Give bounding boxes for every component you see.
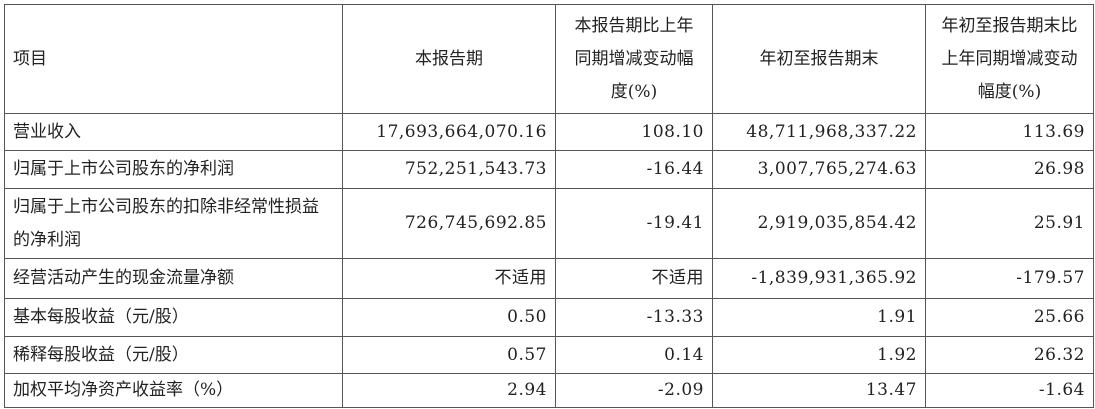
- current-period-value: 0.57: [342, 336, 556, 374]
- table-row: 归属于上市公司股东的净利润 752,251,543.73 -16.44 3,007,7…: [4, 150, 1094, 189]
- table-row: 营业收入 17,693,664,070.16 108.10 48,711,968,33…: [4, 113, 1094, 151]
- ytd-change-value: 26.98: [925, 150, 1094, 189]
- current-period-value: 2.94: [342, 373, 556, 408]
- table-row: 经营活动产生的现金流量净额 不适用 不适用 -1,839,931,365.92 -179…: [4, 258, 1094, 299]
- current-period-value: 17,693,664,070.16: [342, 113, 556, 151]
- financial-data-table: 项目 本报告期 本报告期比上年同期增减变动幅度(%) 年初至报告期末 年初至报告…: [4, 4, 1094, 408]
- table-row: 加权平均净资产收益率（%） 2.94 -2.09 13.47 -1.64: [4, 373, 1094, 408]
- row-label: 归属于上市公司股东的净利润: [4, 150, 343, 189]
- ytd-value: 13.47: [712, 373, 926, 408]
- header-row: 项目 本报告期 本报告期比上年同期增减变动幅度(%) 年初至报告期末 年初至报告…: [4, 4, 1094, 114]
- current-period-value: 726,745,692.85: [342, 188, 556, 259]
- current-period-value: 752,251,543.73: [342, 150, 556, 189]
- current-change-value: 108.10: [555, 113, 713, 151]
- ytd-change-value: 25.66: [925, 298, 1094, 337]
- table-row: 基本每股收益（元/股） 0.50 -13.33 1.91 25.66: [4, 298, 1094, 337]
- current-change-value: -16.44: [555, 150, 713, 189]
- table-row: 归属于上市公司股东的扣除非经常性损益的净利润 726,745,692.85 -19.…: [4, 188, 1094, 259]
- header-item: 项目: [4, 4, 343, 114]
- current-change-value: 不适用: [555, 258, 713, 299]
- row-label: 归属于上市公司股东的扣除非经常性损益的净利润: [4, 188, 343, 259]
- header-current-change: 本报告期比上年同期增减变动幅度(%): [555, 4, 713, 114]
- row-label: 经营活动产生的现金流量净额: [4, 258, 343, 299]
- header-ytd: 年初至报告期末: [712, 4, 926, 114]
- ytd-change-value: 26.32: [925, 336, 1094, 374]
- ytd-value: 2,919,035,854.42: [712, 188, 926, 259]
- current-period-value: 0.50: [342, 298, 556, 337]
- ytd-value: 3,007,765,274.63: [712, 150, 926, 189]
- header-ytd-change: 年初至报告期末比上年同期增减变动幅度(%): [925, 4, 1094, 114]
- ytd-change-value: -1.64: [925, 373, 1094, 408]
- current-period-value: 不适用: [342, 258, 556, 299]
- current-change-value: -19.41: [555, 188, 713, 259]
- ytd-value: -1,839,931,365.92: [712, 258, 926, 299]
- ytd-change-value: 25.91: [925, 188, 1094, 259]
- table-row: 稀释每股收益（元/股） 0.57 0.14 1.92 26.32: [4, 336, 1094, 374]
- header-current-period: 本报告期: [342, 4, 556, 114]
- ytd-change-value: -179.57: [925, 258, 1094, 299]
- row-label: 稀释每股收益（元/股）: [4, 336, 343, 374]
- current-change-value: 0.14: [555, 336, 713, 374]
- row-label: 基本每股收益（元/股）: [4, 298, 343, 337]
- ytd-change-value: 113.69: [925, 113, 1094, 151]
- row-label: 营业收入: [4, 113, 343, 151]
- row-label: 加权平均净资产收益率（%）: [4, 373, 343, 408]
- current-change-value: -13.33: [555, 298, 713, 337]
- ytd-value: 1.91: [712, 298, 926, 337]
- ytd-value: 1.92: [712, 336, 926, 374]
- current-change-value: -2.09: [555, 373, 713, 408]
- ytd-value: 48,711,968,337.22: [712, 113, 926, 151]
